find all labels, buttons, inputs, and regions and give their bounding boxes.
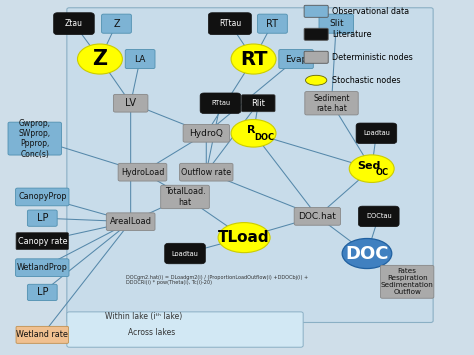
Text: TotalLoad.
hat: TotalLoad. hat — [164, 187, 205, 207]
Ellipse shape — [77, 44, 122, 74]
FancyBboxPatch shape — [118, 163, 167, 181]
Text: Literature: Literature — [332, 30, 372, 39]
Text: DOC.hat: DOC.hat — [299, 212, 336, 221]
FancyBboxPatch shape — [27, 284, 57, 301]
FancyBboxPatch shape — [16, 326, 69, 343]
Text: HydroQ: HydroQ — [189, 129, 223, 138]
FancyBboxPatch shape — [54, 13, 94, 35]
Text: TLoad: TLoad — [218, 230, 270, 245]
Text: Observational data: Observational data — [332, 7, 410, 16]
Ellipse shape — [218, 223, 270, 253]
Text: Loadtau: Loadtau — [172, 251, 199, 257]
FancyBboxPatch shape — [164, 243, 205, 264]
FancyBboxPatch shape — [319, 14, 354, 33]
Text: WetlandProp: WetlandProp — [17, 263, 68, 272]
FancyBboxPatch shape — [304, 51, 328, 63]
Text: DOC: DOC — [254, 133, 274, 142]
FancyBboxPatch shape — [305, 92, 358, 115]
FancyBboxPatch shape — [113, 94, 148, 112]
FancyBboxPatch shape — [200, 93, 241, 114]
Text: Ztau: Ztau — [65, 19, 83, 28]
Text: R: R — [247, 125, 255, 136]
Text: RT: RT — [240, 50, 267, 69]
Text: Fates
Respiration
Sedimentation
Outflow: Fates Respiration Sedimentation Outflow — [381, 268, 434, 295]
Text: Slit: Slit — [329, 19, 344, 28]
FancyBboxPatch shape — [67, 312, 303, 347]
FancyBboxPatch shape — [16, 233, 69, 250]
FancyBboxPatch shape — [279, 49, 313, 69]
FancyBboxPatch shape — [67, 8, 433, 322]
Text: LV: LV — [125, 98, 136, 108]
Ellipse shape — [349, 155, 394, 182]
Text: HydroLoad: HydroLoad — [121, 168, 164, 177]
FancyBboxPatch shape — [294, 208, 340, 225]
FancyBboxPatch shape — [8, 122, 62, 155]
FancyBboxPatch shape — [304, 28, 328, 40]
Text: Wetland rate: Wetland rate — [16, 331, 68, 339]
Text: DOCtau: DOCtau — [366, 213, 392, 219]
FancyBboxPatch shape — [183, 125, 229, 142]
FancyBboxPatch shape — [161, 185, 210, 209]
Text: Gwprop,
SWprop,
Ppprop,
Conc(s): Gwprop, SWprop, Ppprop, Conc(s) — [18, 119, 51, 159]
FancyBboxPatch shape — [356, 123, 397, 143]
Text: RTtau: RTtau — [211, 100, 230, 106]
Text: DOCgm2.hat(i) = DLoadgm2(i) / (ProportionLoadOutflow(i) +DDOCbj(i) +
DDOCRi(i) *: DOCgm2.hat(i) = DLoadgm2(i) / (Proportio… — [126, 275, 308, 285]
FancyBboxPatch shape — [106, 213, 155, 230]
Text: LP: LP — [36, 288, 48, 297]
FancyBboxPatch shape — [381, 266, 434, 298]
FancyBboxPatch shape — [209, 13, 251, 35]
Text: RTtau: RTtau — [219, 19, 241, 28]
FancyBboxPatch shape — [180, 163, 233, 181]
Text: Sed: Sed — [358, 161, 381, 171]
Text: Z: Z — [92, 49, 108, 69]
Ellipse shape — [342, 239, 392, 268]
Text: DOC: DOC — [345, 245, 389, 263]
FancyBboxPatch shape — [125, 49, 155, 69]
FancyBboxPatch shape — [358, 206, 399, 226]
Ellipse shape — [231, 120, 276, 147]
Text: Loadtau: Loadtau — [363, 130, 390, 136]
Text: Within lake (iᵗʰ lake): Within lake (iᵗʰ lake) — [105, 312, 182, 321]
Text: Z: Z — [113, 19, 120, 29]
FancyBboxPatch shape — [257, 14, 287, 33]
Ellipse shape — [306, 75, 327, 85]
Ellipse shape — [231, 44, 276, 74]
FancyBboxPatch shape — [16, 188, 69, 206]
Text: Deterministic nodes: Deterministic nodes — [332, 53, 413, 62]
Text: LP: LP — [36, 213, 48, 223]
Text: Sediment
rate.hat: Sediment rate.hat — [313, 93, 350, 113]
Text: LA: LA — [135, 55, 146, 64]
FancyBboxPatch shape — [304, 5, 328, 17]
Text: Evap: Evap — [285, 55, 307, 64]
Text: ArealLoad: ArealLoad — [109, 217, 152, 226]
Text: CanopyProp: CanopyProp — [18, 192, 66, 201]
FancyBboxPatch shape — [241, 95, 275, 112]
FancyBboxPatch shape — [16, 259, 69, 277]
FancyBboxPatch shape — [27, 210, 57, 226]
Text: Across lakes: Across lakes — [128, 328, 175, 337]
Text: Outflow rate: Outflow rate — [181, 168, 231, 177]
Text: Rlit: Rlit — [251, 99, 265, 108]
Text: RT: RT — [266, 19, 278, 29]
Text: Stochastic nodes: Stochastic nodes — [332, 76, 401, 85]
Text: OC: OC — [375, 168, 389, 178]
FancyBboxPatch shape — [101, 14, 131, 33]
Text: Canopy rate: Canopy rate — [18, 237, 67, 246]
